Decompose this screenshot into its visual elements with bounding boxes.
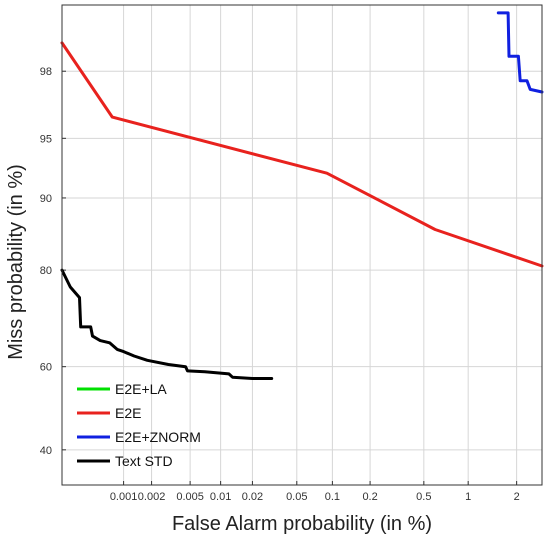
x-tick-label: 0.02: [242, 491, 263, 503]
x-tick-label: 0.01: [210, 491, 231, 503]
legend-label-e2e-la: E2E+LA: [115, 381, 167, 397]
y-tick-label: 98: [40, 66, 52, 78]
y-axis-label: Miss probability (in %): [5, 164, 27, 360]
legend-label-e2e-znorm: E2E+ZNORM: [115, 429, 201, 445]
x-tick-label: 0.005: [176, 491, 204, 503]
series-lines: [62, 13, 542, 379]
legend-label-e2e: E2E: [115, 405, 141, 421]
x-tick-label: 2: [514, 491, 520, 503]
x-tick-label: 0.002: [138, 491, 166, 503]
x-tick-label: 1: [465, 491, 471, 503]
x-tick-label: 0.05: [286, 491, 307, 503]
y-tick-label: 60: [40, 362, 52, 374]
series-line-text-std: [62, 270, 272, 378]
series-line-e2e: [62, 43, 542, 266]
legend: E2E+LA E2E E2E+ZNORM Text STD: [77, 381, 201, 469]
y-tick-label: 80: [40, 265, 52, 277]
y-tick-labels: 40 60 80 90 95 98: [40, 66, 52, 457]
x-tick-label: 0.5: [416, 491, 431, 503]
legend-label-text-std: Text STD: [115, 453, 173, 469]
x-tick-labels: 0.001 0.002 0.005 0.01 0.02 0.05 0.1 0.2 0.5 1 2: [110, 491, 520, 503]
x-axis-label: False Alarm probability (in %): [172, 513, 432, 535]
x-tick-label: 0.2: [362, 491, 377, 503]
x-tick-label: 0.1: [325, 491, 340, 503]
y-tick-label: 90: [40, 193, 52, 205]
series-line-e2e-znorm: [498, 13, 542, 92]
x-tick-label: 0.001: [110, 491, 138, 503]
y-tick-label: 40: [40, 445, 52, 457]
y-tick-label: 95: [40, 133, 52, 145]
